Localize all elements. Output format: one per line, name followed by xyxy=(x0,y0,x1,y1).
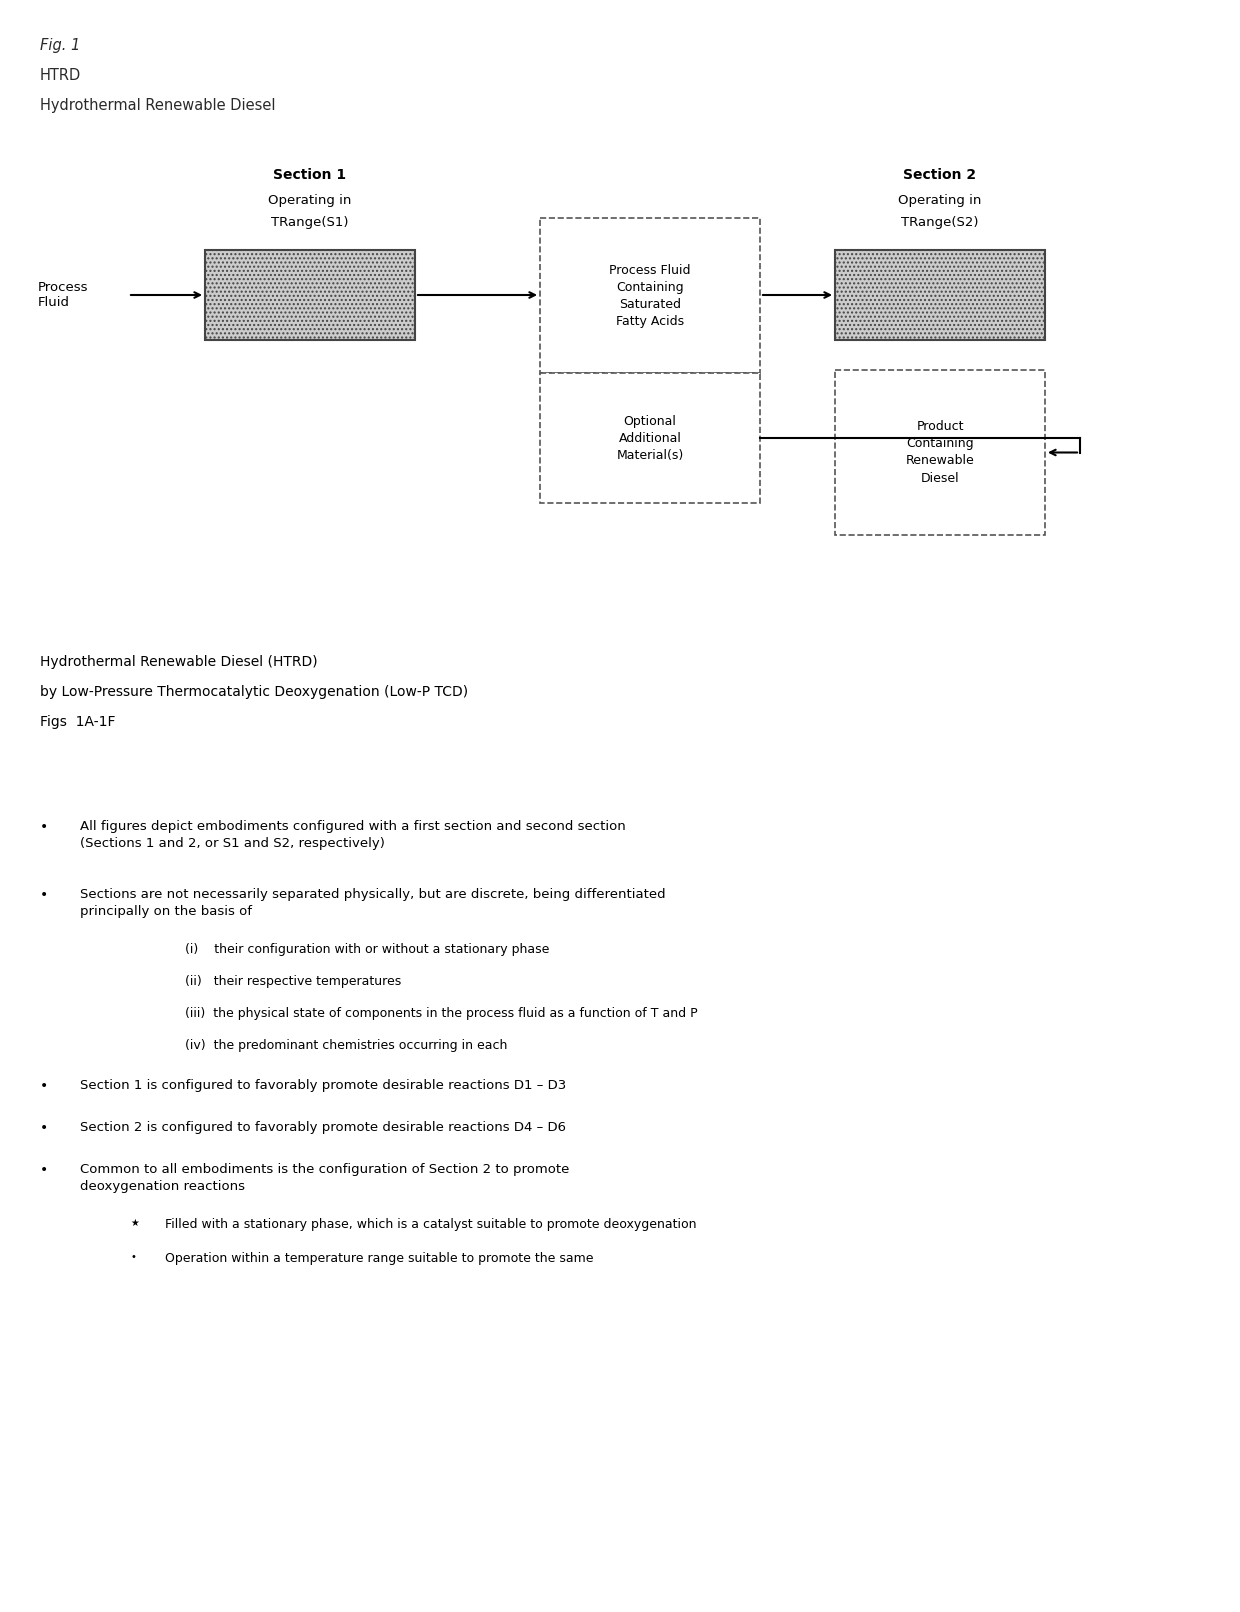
Text: Figs  1A-1F: Figs 1A-1F xyxy=(40,716,115,729)
Text: •: • xyxy=(130,1253,136,1262)
Text: Section 2: Section 2 xyxy=(904,168,977,182)
Text: ★: ★ xyxy=(130,1219,139,1228)
Text: •: • xyxy=(40,888,48,903)
Text: All figures depict embodiments configured with a first section and second sectio: All figures depict embodiments configure… xyxy=(81,821,626,850)
Bar xyxy=(835,250,1045,340)
Text: Operation within a temperature range suitable to promote the same: Operation within a temperature range sui… xyxy=(165,1253,594,1265)
Bar xyxy=(205,250,415,340)
Bar xyxy=(835,371,1045,535)
Text: (ii)   their respective temperatures: (ii) their respective temperatures xyxy=(185,975,402,988)
Text: by Low-Pressure Thermocatalytic Deoxygenation (Low-P TCD): by Low-Pressure Thermocatalytic Deoxygen… xyxy=(40,685,469,700)
Text: •: • xyxy=(40,1078,48,1093)
Text: Operating in: Operating in xyxy=(268,193,352,206)
Text: Section 1 is configured to favorably promote desirable reactions D1 – D3: Section 1 is configured to favorably pro… xyxy=(81,1078,567,1091)
Text: TRange(S2): TRange(S2) xyxy=(901,216,978,229)
Text: (iv)  the predominant chemistries occurring in each: (iv) the predominant chemistries occurri… xyxy=(185,1040,507,1053)
Text: Product
Containing
Renewable
Diesel: Product Containing Renewable Diesel xyxy=(905,421,975,485)
Bar xyxy=(539,218,760,372)
Text: •: • xyxy=(40,1120,48,1135)
Text: HTRD: HTRD xyxy=(40,68,82,82)
Text: TRange(S1): TRange(S1) xyxy=(272,216,348,229)
Text: Operating in: Operating in xyxy=(898,193,982,206)
Bar xyxy=(539,372,760,503)
Text: Filled with a stationary phase, which is a catalyst suitable to promote deoxygen: Filled with a stationary phase, which is… xyxy=(165,1219,697,1232)
Text: Optional
Additional
Material(s): Optional Additional Material(s) xyxy=(616,414,683,461)
Text: Hydrothermal Renewable Diesel (HTRD): Hydrothermal Renewable Diesel (HTRD) xyxy=(40,654,317,669)
Text: (i)    their configuration with or without a stationary phase: (i) their configuration with or without … xyxy=(185,943,549,956)
Text: Hydrothermal Renewable Diesel: Hydrothermal Renewable Diesel xyxy=(40,98,275,113)
Text: Section 2 is configured to favorably promote desirable reactions D4 – D6: Section 2 is configured to favorably pro… xyxy=(81,1120,565,1133)
Text: (iii)  the physical state of components in the process fluid as a function of T : (iii) the physical state of components i… xyxy=(185,1008,698,1020)
Text: Fig. 1: Fig. 1 xyxy=(40,39,81,53)
Text: Process Fluid
Containing
Saturated
Fatty Acids: Process Fluid Containing Saturated Fatty… xyxy=(609,263,691,327)
Text: Process
Fluid: Process Fluid xyxy=(38,280,88,310)
Text: •: • xyxy=(40,1162,48,1177)
Text: •: • xyxy=(40,821,48,833)
Text: Common to all embodiments is the configuration of Section 2 to promote
deoxygena: Common to all embodiments is the configu… xyxy=(81,1162,569,1193)
Text: Section 1: Section 1 xyxy=(274,168,346,182)
Text: Sections are not necessarily separated physically, but are discrete, being diffe: Sections are not necessarily separated p… xyxy=(81,888,666,917)
